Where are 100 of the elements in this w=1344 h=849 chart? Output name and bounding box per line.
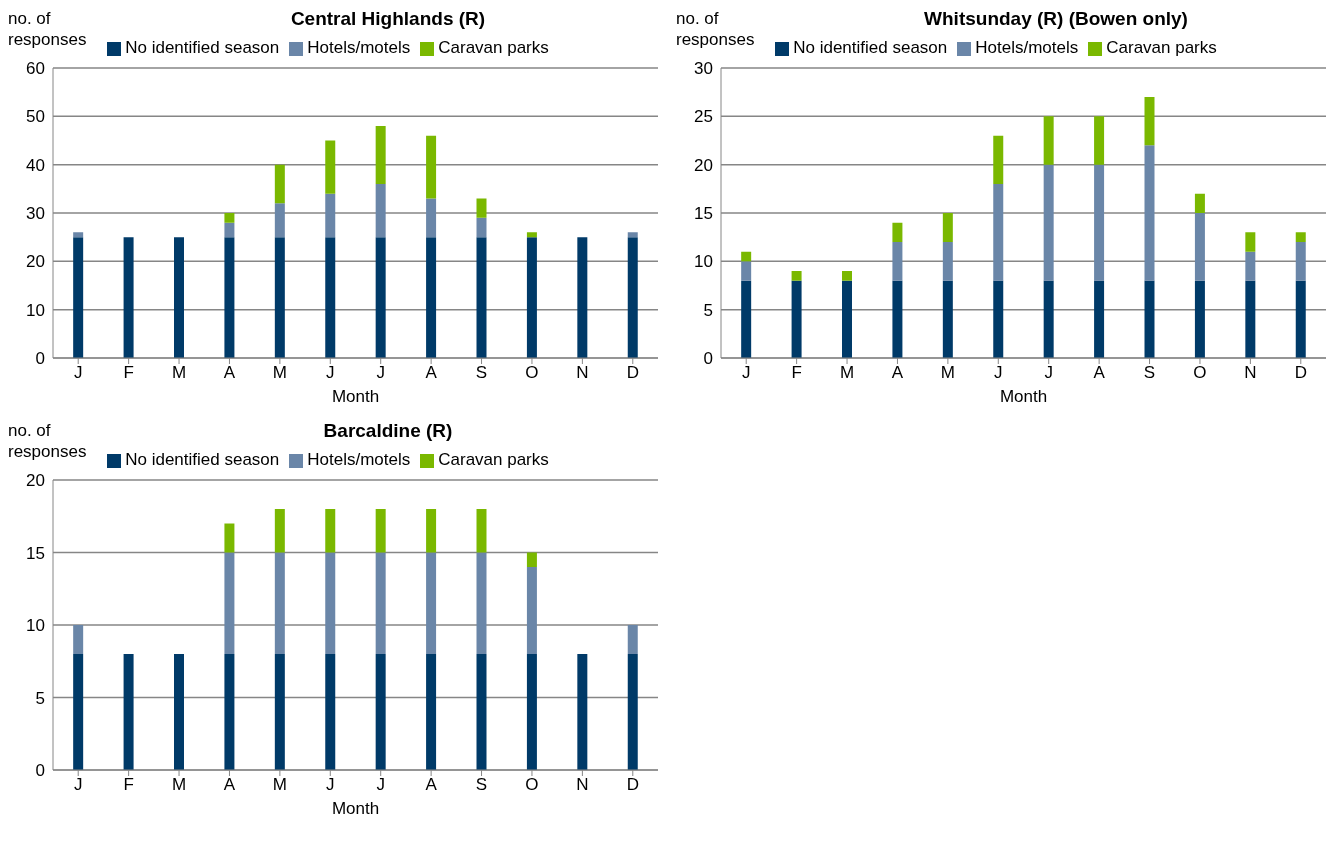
- bar: [1043, 280, 1054, 358]
- x-tick-label: M: [940, 363, 955, 383]
- chart-title: Barcaldine (R): [323, 420, 453, 441]
- bar: [526, 232, 537, 238]
- y-tick-label: 20: [694, 155, 713, 175]
- y-axis-title: no. of responses: [8, 8, 88, 50]
- bar: [842, 280, 852, 358]
- bar: [892, 222, 903, 242]
- bar: [476, 654, 487, 770]
- bar: [174, 654, 184, 770]
- bar: [274, 203, 285, 238]
- bar: [274, 654, 285, 770]
- bar: [993, 280, 1004, 358]
- bar: [426, 552, 437, 654]
- x-tick-label: A: [223, 775, 236, 795]
- bar: [791, 280, 802, 358]
- bar: [224, 222, 235, 238]
- bar: [1144, 145, 1155, 281]
- x-tick-label: A: [425, 363, 438, 383]
- bar: [426, 198, 437, 238]
- bar: [73, 625, 84, 654]
- bar: [224, 654, 235, 770]
- x-tick-label: J: [376, 363, 385, 383]
- legend-label: No identified season: [125, 38, 280, 57]
- x-tick-label: J: [1044, 363, 1053, 383]
- y-tick-label: 20: [26, 471, 45, 491]
- y-tick-label: 15: [694, 204, 713, 224]
- bar: [627, 232, 638, 238]
- bar: [426, 654, 437, 770]
- x-tick-label: O: [1193, 363, 1207, 383]
- bar: [426, 237, 437, 358]
- bar: [325, 509, 336, 553]
- x-tick-label: F: [791, 363, 802, 383]
- bar: [1094, 116, 1105, 165]
- x-tick-label: J: [376, 775, 385, 795]
- bar: [1245, 280, 1256, 358]
- x-tick-label: O: [525, 363, 539, 383]
- x-tick-label: M: [171, 363, 187, 383]
- bar: [1043, 116, 1054, 165]
- bar: [1194, 280, 1205, 358]
- bar: [224, 523, 235, 553]
- x-tick-label: A: [891, 363, 904, 383]
- bar: [426, 135, 437, 199]
- y-tick-label: 30: [694, 59, 713, 79]
- x-tick-label: D: [1294, 363, 1307, 383]
- bar: [73, 232, 84, 238]
- y-tick-label: 0: [35, 761, 45, 781]
- bar: [274, 237, 285, 358]
- x-tick-label: J: [326, 775, 335, 795]
- bar: [526, 552, 537, 567]
- bar: [375, 126, 386, 184]
- bar: [274, 509, 285, 553]
- bar: [476, 217, 487, 238]
- x-tick-label: S: [475, 363, 488, 383]
- bar: [942, 280, 953, 358]
- x-tick-label: N: [1244, 363, 1257, 383]
- bar: [325, 654, 336, 770]
- y-tick-label: 10: [26, 616, 45, 636]
- legend-label: Hotels/motels: [975, 38, 1079, 57]
- bar: [1144, 280, 1155, 358]
- y-axis-title: no. of responses: [676, 8, 756, 50]
- bar: [627, 625, 638, 654]
- x-tick-label: A: [425, 775, 438, 795]
- y-tick-label: 0: [703, 349, 713, 369]
- bar: [325, 237, 336, 358]
- x-tick-label: N: [576, 775, 589, 795]
- bar: [842, 271, 852, 281]
- x-tick-label: J: [741, 363, 751, 383]
- bar: [741, 280, 752, 358]
- chart-title: Whitsunday (R) (Bowen only): [924, 8, 1188, 29]
- x-tick-label: M: [272, 363, 287, 383]
- x-tick-label: F: [123, 363, 134, 383]
- bar: [526, 237, 537, 358]
- bar: [1295, 280, 1306, 358]
- legend-label: No identified season: [125, 450, 280, 469]
- x-axis-title: Month: [331, 799, 380, 818]
- legend-label: Hotels/motels: [307, 450, 411, 469]
- y-tick-label: 40: [26, 155, 45, 175]
- bar: [375, 509, 386, 553]
- legend-label: Caravan parks: [1106, 38, 1217, 57]
- bar: [791, 271, 802, 281]
- bar: [123, 654, 134, 770]
- bar: [741, 251, 752, 262]
- bar: [1295, 232, 1306, 242]
- bar: [1144, 97, 1155, 146]
- bar: [1194, 213, 1205, 281]
- x-tick-label: D: [626, 363, 639, 383]
- y-axis-title: no. of responses: [8, 420, 88, 462]
- bar: [476, 237, 487, 358]
- bar: [627, 654, 638, 770]
- x-tick-label: M: [839, 363, 855, 383]
- bar: [375, 237, 386, 358]
- bar: [476, 198, 487, 218]
- x-tick-label: F: [123, 775, 134, 795]
- legend-label: No identified season: [793, 38, 948, 57]
- x-tick-label: J: [73, 363, 83, 383]
- x-tick-label: O: [525, 775, 539, 795]
- x-tick-label: J: [326, 363, 335, 383]
- bar: [224, 552, 235, 654]
- bar: [741, 261, 752, 281]
